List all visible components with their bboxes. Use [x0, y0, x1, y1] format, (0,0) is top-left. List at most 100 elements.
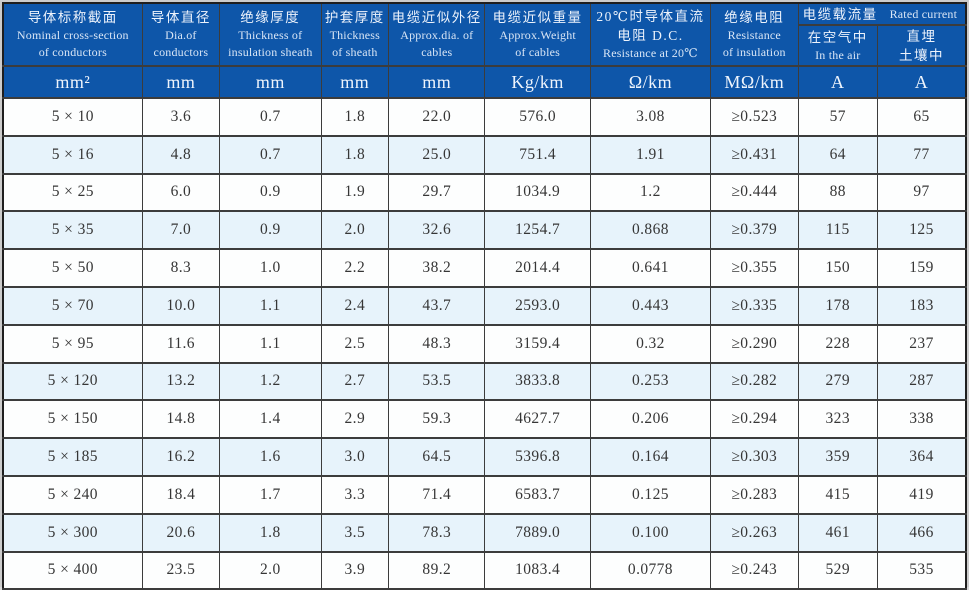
cell-conductor-diameter: 16.2: [141, 437, 221, 477]
cell-current-buried: 535: [877, 550, 967, 590]
cell-size: 5 × 25: [2, 172, 143, 213]
cell-size: 5 × 10: [2, 97, 143, 137]
cell-current-buried: 364: [877, 437, 967, 477]
cell-approx-weight: 1034.9: [484, 172, 591, 213]
header-label-en: of conductors: [38, 45, 107, 59]
cell-current-buried: 338: [877, 399, 967, 440]
cell-conductor-diameter: 11.6: [141, 323, 221, 364]
cell-approx-weight: 576.0: [484, 97, 591, 137]
cell-dc-resistance: 0.0778: [589, 550, 712, 590]
cell-approx-weight: 5396.8: [484, 437, 591, 477]
cell-size: 5 × 240: [2, 474, 143, 515]
unit-cell: mm: [388, 65, 486, 99]
cell-current-in-air: 88: [797, 172, 879, 213]
header-insulation-thickness: 绝缘厚度 Thickness of insulation sheath: [219, 2, 322, 67]
cell-insulation-resistance: ≥0.303: [710, 437, 799, 477]
unit-cell: Ω/km: [589, 65, 712, 99]
cell-sheath-thickness: 2.7: [320, 361, 390, 402]
cell-size: 5 × 70: [2, 285, 143, 326]
cell-approx-weight: 751.4: [484, 134, 591, 175]
header-label-en: Resistance: [727, 28, 781, 42]
cell-approx-diameter: 48.3: [388, 323, 486, 364]
cell-current-in-air: 415: [797, 474, 879, 515]
cell-approx-diameter: 38.2: [388, 248, 486, 288]
cell-insulation-thickness: 1.4: [219, 399, 322, 440]
cell-current-buried: 77: [877, 134, 967, 175]
cell-size: 5 × 400: [2, 550, 143, 590]
cell-current-in-air: 115: [797, 210, 879, 251]
header-label-en: Thickness of: [238, 28, 303, 42]
cell-dc-resistance: 1.91: [589, 134, 712, 175]
cell-current-in-air: 323: [797, 399, 879, 440]
header-label-cn: 导体直径: [150, 10, 211, 25]
header-label-cn: 土壤中: [899, 47, 945, 63]
cell-insulation-resistance: ≥0.283: [710, 474, 799, 515]
header-current-buried: 直埋 土壤中: [877, 24, 967, 67]
header-label-en: conductors: [153, 45, 209, 59]
cell-size: 5 × 50: [2, 248, 143, 288]
unit-cell: mm: [320, 65, 390, 99]
cell-conductor-diameter: 7.0: [141, 210, 221, 251]
cell-conductor-diameter: 18.4: [141, 474, 221, 515]
cell-approx-diameter: 78.3: [388, 512, 486, 553]
header-label-en: In the air: [815, 47, 861, 62]
header-current-in-air: 在空气中 In the air: [797, 24, 879, 67]
header-rated-current-group: 电缆载流量 Rated current: [797, 2, 967, 26]
cell-current-buried: 466: [877, 512, 967, 553]
cell-approx-weight: 3159.4: [484, 323, 591, 364]
cell-dc-resistance: 0.253: [589, 361, 712, 402]
table-header: 导体标称截面 Nominal cross-section of conducto…: [2, 2, 967, 99]
header-approx-weight: 电缆近似重量 Approx.Weight of cables: [484, 2, 591, 67]
cell-approx-diameter: 43.7: [388, 285, 486, 326]
cell-current-in-air: 461: [797, 512, 879, 553]
cell-current-buried: 159: [877, 248, 967, 288]
cell-approx-weight: 7889.0: [484, 512, 591, 553]
cell-approx-diameter: 25.0: [388, 134, 486, 175]
cell-approx-diameter: 53.5: [388, 361, 486, 402]
table-row: 5 × 10 3.6 0.7 1.8 22.0 576.0 3.08 ≥0.523 57 65: [2, 97, 967, 137]
cell-sheath-thickness: 3.0: [320, 437, 390, 477]
cell-approx-weight: 3833.8: [484, 361, 591, 402]
table-row: 5 × 25 6.0 0.9 1.9 29.7 1034.9 1.2 ≥0.444 88 97: [2, 172, 967, 213]
cell-current-in-air: 279: [797, 361, 879, 402]
unit-cell: mm²: [2, 65, 143, 99]
cell-current-in-air: 57: [797, 97, 879, 137]
header-label-en: Dia.of: [165, 28, 197, 42]
header-label-cn: 绝缘电阻: [724, 10, 785, 25]
header-dc-resistance: 20℃时导体直流 电阻 D.C. Resistance at 20℃: [589, 2, 712, 67]
cell-insulation-thickness: 1.2: [219, 361, 322, 402]
header-row-sub: 在空气中 In the air 直埋 土壤中: [3, 24, 967, 67]
cell-insulation-thickness: 1.0: [219, 248, 322, 288]
cell-current-in-air: 529: [797, 550, 879, 590]
cell-insulation-resistance: ≥0.335: [710, 285, 799, 326]
cell-current-in-air: 228: [797, 323, 879, 364]
cell-conductor-diameter: 20.6: [141, 512, 221, 553]
cell-sheath-thickness: 2.0: [320, 210, 390, 251]
unit-cell: MΩ/km: [710, 65, 799, 99]
cell-size: 5 × 95: [2, 323, 143, 364]
cell-current-buried: 287: [877, 361, 967, 402]
cell-sheath-thickness: 2.4: [320, 285, 390, 326]
cell-dc-resistance: 3.08: [589, 97, 712, 137]
cell-sheath-thickness: 3.5: [320, 512, 390, 553]
header-label-cn: 在空气中: [807, 29, 868, 45]
cell-dc-resistance: 0.641: [589, 248, 712, 288]
cell-dc-resistance: 1.2: [589, 172, 712, 213]
header-insulation-resistance: 绝缘电阻 Resistance of insulation: [710, 2, 799, 67]
cell-insulation-resistance: ≥0.282: [710, 361, 799, 402]
cell-insulation-resistance: ≥0.523: [710, 97, 799, 137]
table-row: 5 × 35 7.0 0.9 2.0 32.6 1254.7 0.868 ≥0.379 115 1…: [2, 210, 967, 251]
header-label-cn: 直埋: [906, 28, 937, 44]
cell-sheath-thickness: 1.8: [320, 97, 390, 137]
cell-insulation-thickness: 0.7: [219, 97, 322, 137]
table-row: 5 × 95 11.6 1.1 2.5 48.3 3159.4 0.32 ≥0.290 228 2…: [2, 323, 967, 364]
cell-insulation-resistance: ≥0.444: [710, 172, 799, 213]
cell-insulation-resistance: ≥0.294: [710, 399, 799, 440]
header-label-en: Thickness: [329, 28, 381, 42]
header-label-cn: 20℃时导体直流: [596, 9, 705, 24]
cell-insulation-resistance: ≥0.290: [710, 323, 799, 364]
cell-sheath-thickness: 3.9: [320, 550, 390, 590]
table-row: 5 × 150 14.8 1.4 2.9 59.3 4627.7 0.206 ≥0.294 32…: [2, 399, 967, 440]
cell-insulation-thickness: 0.9: [219, 210, 322, 251]
